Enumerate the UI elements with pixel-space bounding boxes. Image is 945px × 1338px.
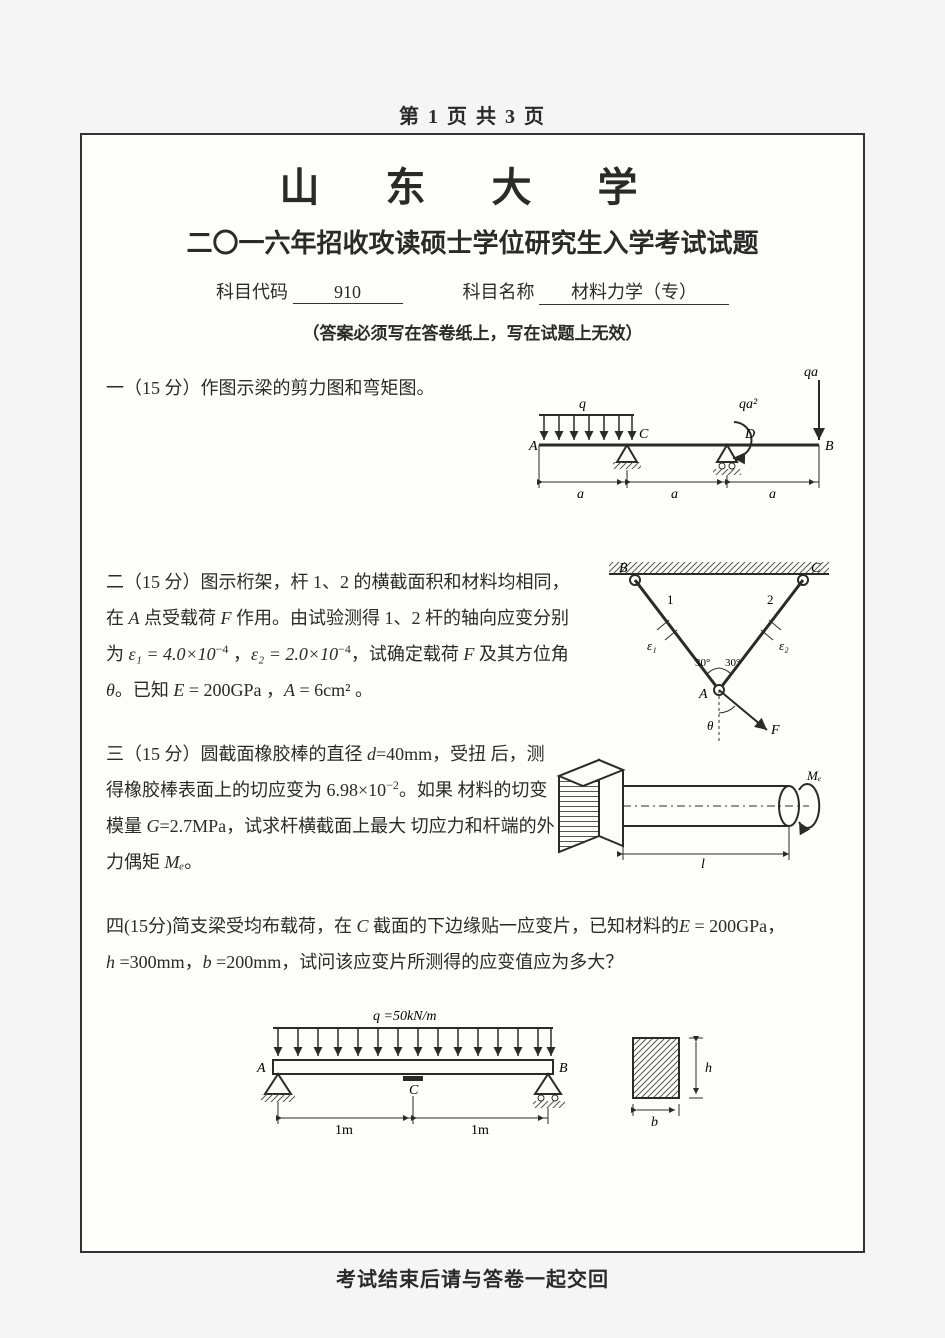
svg-text:B: B — [825, 439, 834, 454]
q2-Ev: = 200GPa ， — [184, 680, 284, 700]
svg-text:30°: 30° — [725, 657, 740, 669]
subject-name: 材料力学（专） — [539, 278, 729, 305]
svg-text:q =50kN/m: q =50kN/m — [373, 1009, 437, 1024]
q2-Av: = 6cm² — [295, 680, 351, 700]
q4-1c: = 200GPa， — [690, 916, 785, 936]
question-2: 二（15 分）图示桁架，杆 1、2 的横截面积和材料均相同，在 A 点受载荷 F… — [106, 564, 839, 708]
svg-text:l: l — [701, 857, 705, 872]
q2-t2: 点受载荷 — [140, 608, 221, 628]
q3-2b: 。如果 — [399, 780, 453, 800]
q1-diagram: q qa² qa A C D B — [519, 360, 839, 510]
question-3: 三（15 分）圆截面橡胶棒的直径 d=40mm，受扭 后，测得橡胶棒表面上的切应… — [106, 736, 839, 880]
footer-note: 考试结束后请与答卷一起交回 — [80, 1263, 865, 1292]
svg-text:C: C — [409, 1083, 419, 1098]
q3-1a: 三（15 分）圆截面橡胶棒的直径 — [106, 744, 367, 764]
svg-text:qa: qa — [804, 365, 818, 380]
q2-diagram: B C 1 2 ε₁ ε₂ 30° 30° A F θ — [599, 558, 839, 758]
svg-text:1: 1 — [667, 592, 674, 607]
q2-eps2: ε₂ = 2.0×10 — [251, 644, 338, 664]
q3-4b: 。 — [184, 852, 202, 872]
subject-name-label: 科目名称 — [463, 282, 535, 302]
svg-text:a: a — [577, 487, 584, 502]
svg-text:ε₂: ε₂ — [779, 638, 789, 653]
q2-E: E — [173, 680, 184, 700]
question-1: 一（15 分）作图示梁的剪力图和弯矩图。 q — [106, 370, 839, 536]
subject-code-label: 科目代码 — [216, 282, 288, 302]
svg-text:h: h — [705, 1061, 712, 1076]
subject-row: 科目代码 910 科目名称 材料力学（专） — [106, 278, 839, 305]
svg-text:D: D — [744, 427, 755, 442]
q2-t5: 及其方位角 — [474, 644, 569, 664]
svg-text:a: a — [671, 487, 678, 502]
q4-b: b — [203, 952, 212, 972]
q4-1a: 四(15分)简支梁受均布载荷，在 — [106, 916, 357, 936]
subject-code: 910 — [293, 282, 403, 304]
question-4: 四(15分)简支梁受均布载荷，在 C 截面的下边缘贴一应变片，已知材料的E = … — [106, 908, 839, 1168]
q3-Me: Mₑ — [165, 852, 185, 872]
q2-eps1: ε₁ = 4.0×10 — [129, 644, 216, 664]
q4-2d: =200mm，试问该应变片所测得的应变值应为多大？ — [212, 952, 624, 972]
q3-diagram: Mₑ l — [549, 746, 839, 876]
q4-E: E — [679, 916, 690, 936]
svg-text:A: A — [698, 687, 708, 702]
q2-c1: ， — [228, 644, 251, 664]
svg-text:1m: 1m — [471, 1123, 489, 1138]
q2-F1: F — [221, 608, 232, 628]
q4-2b: =300mm， — [115, 952, 203, 972]
q4-1b: 截面的下边缘贴一应变片，已知材料的 — [369, 916, 680, 936]
q4-h: h — [106, 952, 115, 972]
q3-1b: =40mm，受扭 — [376, 744, 486, 764]
svg-text:C: C — [811, 561, 821, 576]
answer-note: （答案必须写在答卷纸上，写在试题上无效） — [106, 319, 839, 344]
university-name: 山 东 大 学 — [106, 155, 839, 213]
q2-t6: 。已知 — [115, 680, 174, 700]
svg-text:b: b — [651, 1115, 658, 1130]
q3-2e: −2 — [386, 778, 399, 792]
q1-text: 一（15 分）作图示梁的剪力图和弯矩图。 — [106, 370, 526, 406]
svg-text:A: A — [528, 439, 538, 454]
svg-text:A: A — [256, 1061, 266, 1076]
q2-eps2e: −4 — [338, 642, 351, 656]
svg-text:qa²: qa² — [739, 397, 758, 412]
svg-text:θ: θ — [707, 718, 714, 733]
svg-text:B: B — [559, 1061, 568, 1076]
q2-p: 。 — [351, 680, 374, 700]
q2-F2: F — [463, 644, 474, 664]
q3-G: G — [147, 816, 160, 836]
svg-text:1m: 1m — [335, 1123, 353, 1138]
q2-A: A — [129, 608, 140, 628]
q4-C: C — [357, 916, 369, 936]
svg-text:q: q — [579, 397, 586, 412]
svg-text:30°: 30° — [695, 657, 710, 669]
svg-text:B: B — [619, 561, 628, 576]
q3-d: d — [367, 744, 376, 764]
page-number: 第 1 页 共 3 页 — [80, 100, 865, 129]
q3-3b: =2.7MPa，试求杆横截面上最大 — [160, 816, 407, 836]
q2-t4: ，试确定载荷 — [351, 644, 464, 664]
exam-frame: 山 东 大 学 二〇一六年招收攻读硕士学位研究生入学考试试题 科目代码 910 … — [80, 133, 865, 1253]
svg-text:C: C — [639, 427, 649, 442]
q2-eps1e: −4 — [216, 642, 229, 656]
q4-diagram: q =50kN/m A B C — [213, 998, 733, 1168]
svg-text:a: a — [769, 487, 776, 502]
svg-text:ε₁: ε₁ — [647, 638, 657, 653]
svg-text:Mₑ: Mₑ — [806, 768, 821, 783]
q2-theta: θ — [106, 680, 115, 700]
q2-As: A — [284, 680, 295, 700]
exam-title: 二〇一六年招收攻读硕士学位研究生入学考试试题 — [106, 223, 839, 260]
svg-text:2: 2 — [767, 592, 774, 607]
